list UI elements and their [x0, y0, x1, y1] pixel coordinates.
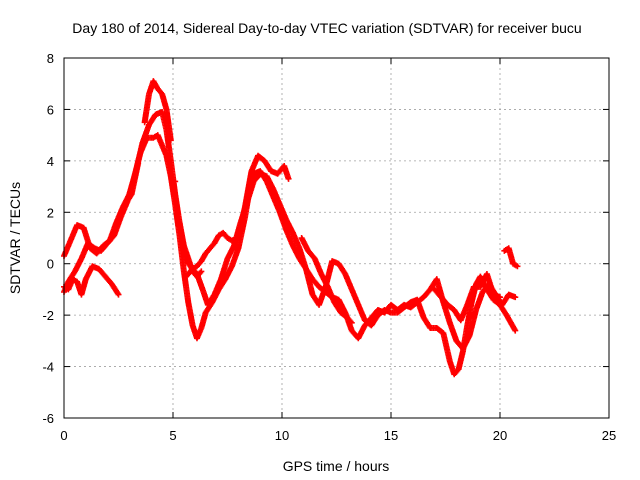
data-point-marker	[497, 294, 503, 301]
x-tick-label: 20	[493, 428, 507, 443]
y-tick-label: 4	[47, 154, 54, 169]
x-axis-label: GPS time / hours	[283, 458, 390, 474]
data-point-marker	[198, 268, 205, 275]
x-tick-label: 25	[602, 428, 616, 443]
data-point-marker	[167, 137, 174, 144]
x-tick-label: 10	[275, 428, 289, 443]
grid	[64, 58, 609, 418]
data-point-marker	[514, 263, 521, 270]
series-group	[61, 132, 519, 352]
series-group	[183, 170, 519, 378]
y-tick-label: 6	[47, 102, 54, 117]
y-tick-label: -6	[42, 411, 54, 426]
y-tick-label: 2	[47, 205, 54, 220]
chart-title: Day 180 of 2014, Sidereal Day-to-day VTE…	[72, 20, 581, 36]
series-group	[298, 235, 521, 326]
plot-area-border	[63, 57, 610, 419]
data-point-marker	[115, 291, 122, 298]
x-tick-label: 5	[169, 428, 176, 443]
data-point-marker	[512, 294, 519, 301]
y-tick-label: -4	[42, 360, 54, 375]
data-point-marker	[172, 178, 179, 185]
x-tick-label: 15	[384, 428, 398, 443]
data-point-marker	[285, 175, 292, 182]
y-tick-label: -2	[42, 308, 54, 323]
data-point-marker	[135, 160, 142, 167]
data-point-marker	[348, 319, 355, 326]
data-point-marker	[512, 327, 519, 334]
y-tick-label: 0	[47, 257, 54, 272]
y-tick-label: 8	[47, 51, 54, 66]
y-axis-label: SDTVAR / TECUs	[7, 182, 23, 294]
data-series	[61, 78, 521, 378]
x-tick-label: 0	[60, 428, 67, 443]
